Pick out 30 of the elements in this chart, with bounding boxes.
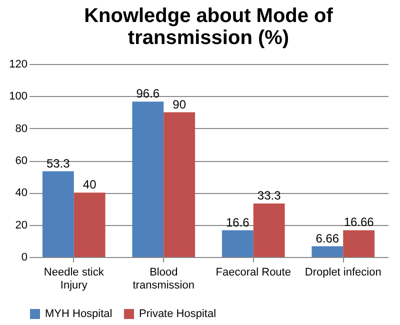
bar [74,192,106,257]
data-label: 33.3 [257,188,282,202]
bar [343,230,375,257]
bar [132,102,164,257]
x-tick-label: Needle stick Injury [44,266,104,292]
data-label: 96.6 [136,86,160,101]
data-label: 16.6 [226,215,250,230]
y-tick-label: 120 [9,58,28,70]
y-tick-label: 0 [21,252,28,264]
data-label: 90 [172,97,186,112]
data-label: 6.66 [316,231,340,246]
y-tick-label: 20 [15,219,28,232]
data-label: 16.66 [344,215,374,230]
y-tick-label: 100 [9,90,28,103]
legend-label: Private Hospital [139,308,216,320]
x-tick-label: Droplet infecion [304,266,382,278]
data-label: 53.3 [46,156,70,170]
bar [164,112,196,257]
x-tick-label: Faecoral Route [216,266,291,278]
bar [312,246,344,257]
data-label: 40 [82,178,97,192]
bar [42,171,74,257]
legend-label: MYH Hospital [45,308,112,320]
x-tick-label: Blood transmission [132,266,194,292]
y-tick-label: 40 [15,187,28,200]
y-tick-label: 80 [15,122,28,135]
bar [222,230,254,257]
chart-title: Knowledge about Mode of transmission (%) [84,5,334,49]
y-tick-label: 60 [15,155,28,167]
bar [253,203,285,257]
